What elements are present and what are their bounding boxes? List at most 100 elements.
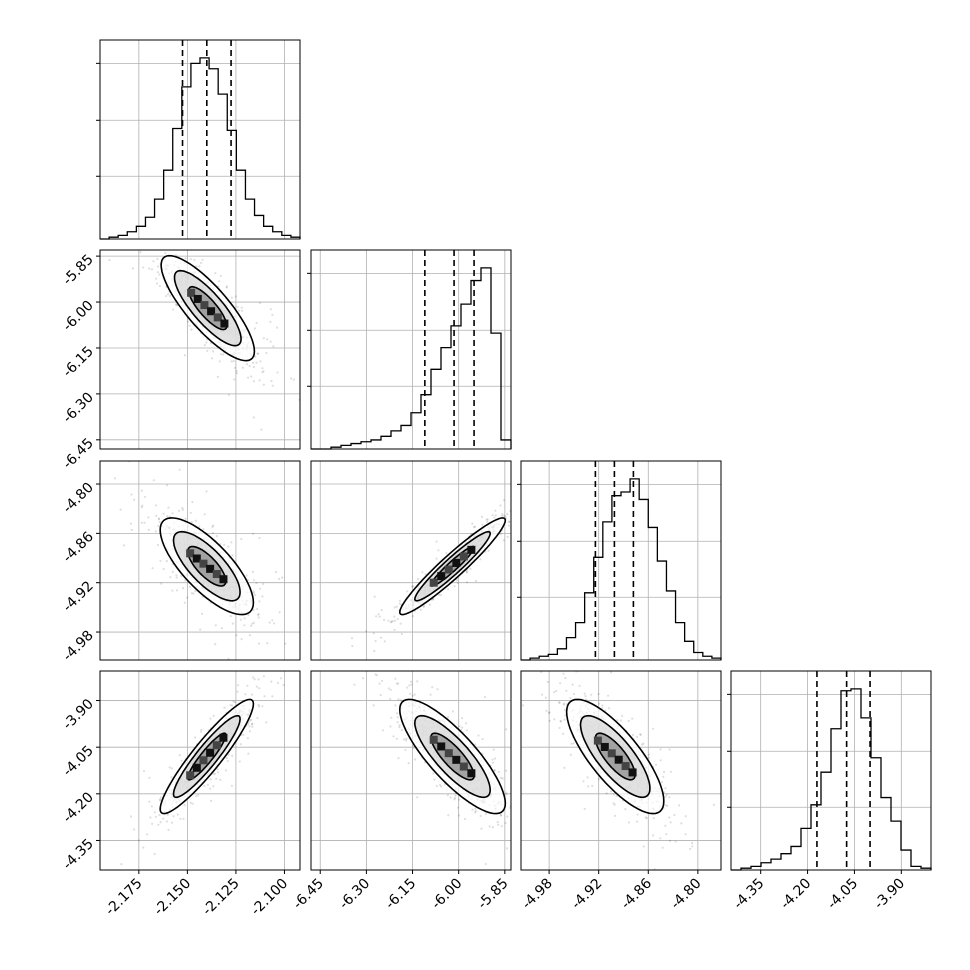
scatter-point	[493, 769, 496, 772]
scatter-point	[240, 638, 243, 641]
scatter-point	[639, 733, 642, 736]
scatter-point	[233, 378, 236, 381]
scatter-point	[479, 558, 482, 561]
scatter-point	[214, 624, 217, 627]
scatter-point	[518, 491, 520, 493]
scatter-point	[512, 503, 514, 505]
scatter-point	[265, 352, 268, 355]
scatter-point	[143, 521, 146, 524]
scatter-point	[257, 678, 260, 681]
scatter-point	[152, 479, 155, 482]
scatter-point	[246, 737, 249, 740]
scatter-point	[435, 540, 438, 543]
scatter-point	[198, 525, 201, 528]
scatter-point	[491, 514, 494, 517]
scatter-point	[461, 726, 464, 729]
scatter-point	[182, 817, 185, 820]
scatter-point	[209, 787, 212, 790]
scatter-point	[251, 570, 254, 573]
scatter-point	[505, 728, 508, 731]
scatter-point	[477, 734, 480, 737]
scatter-point	[259, 587, 262, 590]
scatter-point	[399, 699, 402, 702]
scatter-point	[162, 567, 165, 571]
scatter-point	[252, 590, 255, 593]
scatter-point	[563, 702, 566, 705]
scatter-point	[262, 582, 265, 586]
scatter-point	[162, 512, 165, 515]
scatter-point	[215, 535, 218, 538]
scatter-point	[216, 375, 219, 378]
scatter-point	[166, 293, 170, 296]
scatter-point	[248, 365, 251, 368]
scatter-point	[250, 718, 253, 721]
scatter-point	[437, 549, 440, 552]
scatter-point	[212, 350, 215, 353]
scatter-point	[501, 513, 504, 516]
scatter-point	[120, 863, 123, 866]
scatter-point	[395, 712, 399, 715]
scatter-point	[406, 686, 409, 689]
scatter-point	[122, 544, 125, 547]
scatter-point	[668, 796, 671, 799]
density-cell-0-5	[220, 319, 229, 328]
density-cell-4-4	[459, 762, 468, 771]
scatter-point	[432, 598, 435, 601]
scatter-point	[395, 605, 398, 608]
scatter-point	[212, 714, 215, 718]
scatter-point	[189, 258, 192, 261]
scatter-point	[494, 514, 497, 517]
scatter-point	[411, 694, 414, 697]
scatter-point	[272, 345, 275, 348]
scatter-point	[148, 800, 151, 803]
scatter-point	[496, 821, 499, 824]
scatter-point	[268, 621, 271, 624]
scatter-point	[372, 704, 375, 707]
scatter-point	[156, 257, 159, 260]
scatter-point	[261, 705, 264, 708]
scatter-point	[184, 257, 187, 260]
scatter-point	[393, 606, 396, 609]
scatter-point	[583, 807, 586, 811]
scatter-point	[150, 805, 153, 808]
scatter-point	[243, 617, 246, 620]
scatter-point	[157, 518, 160, 521]
scatter-point	[260, 428, 263, 431]
scatter-point	[181, 245, 183, 247]
scatter-point	[274, 571, 277, 574]
scatter-point	[257, 703, 260, 707]
scatter-point	[177, 243, 179, 245]
scatter-point	[410, 683, 413, 686]
scatter-point	[389, 697, 392, 701]
scatter-point	[447, 814, 450, 817]
density-cell-0-3	[207, 307, 216, 316]
scatter-point	[416, 796, 419, 799]
scatter-point	[248, 725, 251, 728]
scatter-point	[292, 378, 295, 381]
scatter-point	[472, 526, 476, 529]
scatter-point	[494, 757, 497, 760]
scatter-point	[252, 608, 255, 612]
scatter-point	[194, 590, 197, 593]
scatter-point	[151, 822, 154, 826]
scatter-point	[500, 776, 503, 780]
scatter-point	[263, 695, 266, 698]
scatter-point	[223, 543, 226, 546]
scatter-point	[209, 717, 212, 720]
scatter-point	[491, 761, 495, 764]
scatter-point	[395, 682, 398, 685]
density-cell-2-4	[459, 552, 468, 561]
scatter-point	[237, 309, 240, 312]
scatter-point	[555, 689, 558, 693]
scatter-point	[177, 509, 181, 512]
scatter-point	[250, 624, 253, 628]
scatter-point	[499, 533, 502, 536]
scatter-point	[252, 591, 255, 595]
scatter-point	[259, 301, 262, 305]
scatter-point	[230, 360, 233, 363]
scatter-point	[546, 680, 549, 684]
scatter-point	[456, 582, 460, 585]
scatter-point	[454, 794, 457, 797]
scatter-point	[231, 754, 234, 757]
histogram-3	[731, 688, 932, 871]
